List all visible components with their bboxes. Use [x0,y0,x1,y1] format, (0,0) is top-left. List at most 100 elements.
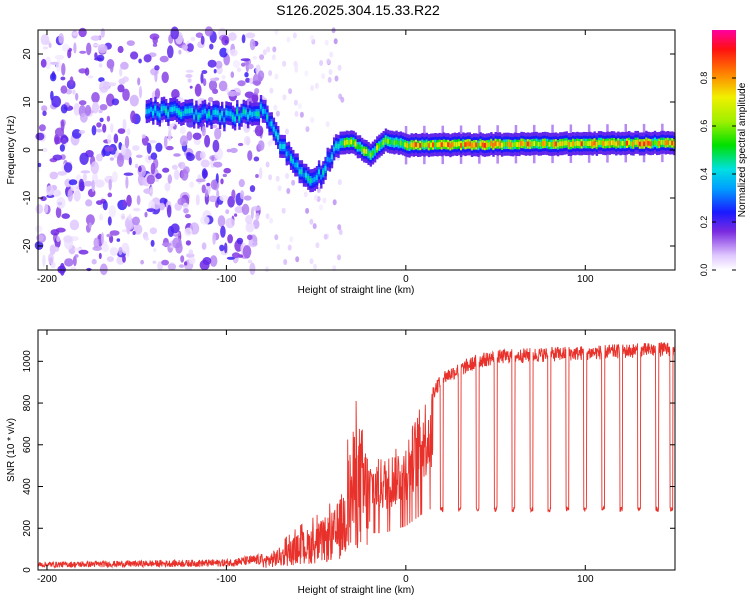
noise-cell [266,46,271,53]
ridge-cell [524,141,527,147]
noise-cell [150,239,155,247]
noise-cell [183,208,189,214]
noise-cell [338,93,343,100]
ridge-cell [509,142,512,147]
ridge-cell [649,141,652,147]
ridge-cell [442,141,446,147]
noise-cell [69,76,74,86]
noise-cell [109,157,114,161]
noise-cell [135,163,139,169]
noise-cell [178,161,186,170]
colorbar-tick-label: 0.4 [699,168,709,181]
ridge-cell [178,110,181,115]
noise-cell [186,131,193,141]
noise-cell [287,244,292,251]
noise-cell [35,204,44,214]
noise-cell [221,75,226,80]
ridge-cell [223,117,226,123]
ridge-cell [302,172,306,178]
noise-cell [72,89,76,95]
noise-cell [277,185,282,192]
noise-cell [74,254,79,258]
ridge-cell [182,111,185,116]
noise-cell [297,103,302,110]
noise-cell [106,233,112,238]
snr-frame [37,329,676,571]
ridge-cell [201,109,204,115]
noise-cell [38,124,46,132]
noise-cell [122,88,130,102]
noise-cell [201,168,208,180]
noise-cell [229,49,238,57]
noise-cell [313,263,317,270]
noise-cell [55,227,66,233]
noise-cell [163,135,168,149]
ridge-cell [391,139,394,145]
ridge-cell [565,140,568,146]
noise-cell [209,77,219,82]
noise-cell [60,134,68,145]
noise-cell [187,78,192,83]
noise-cell [252,55,258,60]
noise-cell [257,140,265,151]
noise-cell [323,233,328,240]
noise-cell [169,123,175,127]
ridge-cell [408,143,411,149]
noise-cell [55,59,62,72]
noise-cell [94,179,105,188]
noise-cell [68,179,78,186]
ridge-cell [412,142,416,148]
noise-cell [146,174,155,185]
ridge-cell [287,150,291,156]
noise-cell [78,68,87,74]
ridge-cell [647,140,650,146]
noise-cell [234,213,238,217]
noise-cell [138,58,142,64]
noise-cell [73,103,81,116]
noise-cell [59,144,65,152]
ridge-cell [180,111,183,117]
ridge-cell [466,141,469,147]
noise-cell [219,47,228,58]
ridge-cell [397,141,400,146]
noise-cell [245,222,255,233]
noise-cell [60,76,66,81]
noise-cell [54,54,65,60]
ridge-cell [438,142,441,147]
noise-cell [231,252,241,259]
noise-cell [249,77,253,85]
ridge-cell [636,140,639,145]
noise-cell [106,256,114,262]
noise-cell [73,42,77,54]
ridge-cell [561,141,564,147]
ridge-cell [625,140,629,146]
noise-cell [173,169,180,180]
noise-cell [161,71,169,84]
ridge-cell [617,140,620,146]
noise-cell [245,77,251,83]
noise-cell [189,181,195,188]
noise-cell [310,117,315,123]
ridge-cell [462,141,465,147]
noise-cell [252,80,262,86]
noise-cell [129,94,139,107]
noise-cell [109,63,114,73]
noise-cell [95,153,103,162]
noise-cell [41,147,48,153]
y-tick-label: 200 [22,519,33,536]
y-tick-label: 0 [22,147,33,153]
noise-cell [85,214,95,226]
noise-cell [107,216,112,226]
noise-cell [78,100,87,106]
noise-cell [251,206,262,211]
ridge-cell [365,149,368,154]
noise-cell [310,85,315,91]
noise-cell [170,223,180,234]
ridge-cell [475,142,478,148]
noise-cell [334,75,339,82]
noise-cell [130,51,139,60]
noise-cell [133,224,143,235]
noise-cell [262,49,267,56]
noise-cell [259,54,265,60]
